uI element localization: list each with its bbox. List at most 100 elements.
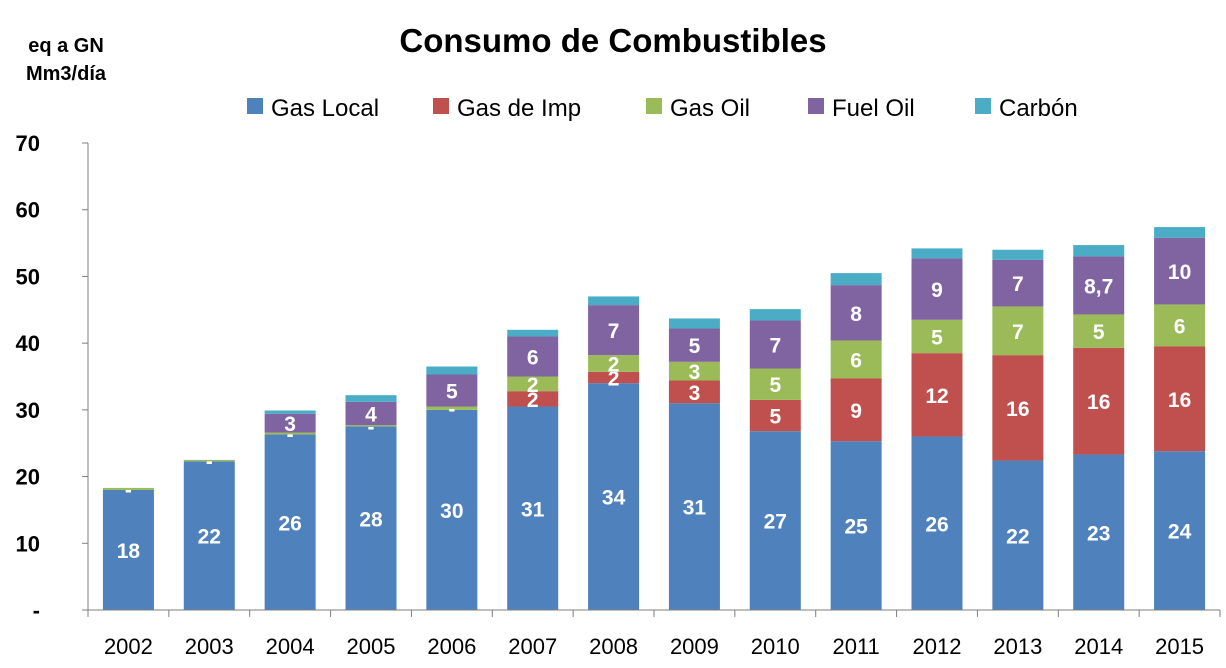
bar-segment xyxy=(426,366,478,375)
bar-segment xyxy=(911,319,963,354)
bar-segment xyxy=(1073,347,1125,455)
data-label: 3 xyxy=(284,413,296,436)
data-label: 31 xyxy=(521,498,545,521)
bar-segment xyxy=(1154,451,1206,610)
bar-segment xyxy=(588,371,640,384)
y-axis-unit-line-1: eq a GN xyxy=(28,35,104,57)
data-label: - xyxy=(448,398,455,421)
bar-segment xyxy=(507,376,559,392)
data-label: 10 xyxy=(1168,261,1191,284)
x-tick-label: 2009 xyxy=(670,634,719,659)
bar-segment xyxy=(183,461,235,610)
data-label: 7 xyxy=(1012,273,1024,296)
data-label: 5 xyxy=(446,381,458,404)
x-tick-label: 2005 xyxy=(347,634,396,659)
data-label: 34 xyxy=(602,487,626,510)
x-tick-label: 2010 xyxy=(751,634,800,659)
legend-label: Gas de Imp xyxy=(457,95,581,122)
y-tick-label: 10 xyxy=(16,531,40,556)
data-label: 8 xyxy=(850,303,862,326)
bar-segment xyxy=(911,436,963,610)
bar-segment xyxy=(749,431,801,610)
data-label: 22 xyxy=(1006,525,1029,548)
data-label: - xyxy=(206,451,213,474)
data-label: 7 xyxy=(769,334,781,357)
data-label: 5 xyxy=(769,406,781,429)
legend-label: Carbón xyxy=(999,95,1078,122)
data-label: 6 xyxy=(527,346,539,369)
bar-segment xyxy=(992,460,1044,610)
bar-segment xyxy=(426,409,478,610)
y-tick-label: 30 xyxy=(16,398,40,423)
bar-segment xyxy=(911,248,963,259)
bar-segment xyxy=(749,368,801,400)
y-tick-label: 20 xyxy=(16,465,40,490)
data-label: 5 xyxy=(1093,321,1105,344)
bar-segment xyxy=(1073,454,1125,610)
data-label: 18 xyxy=(117,540,141,563)
data-label: 7 xyxy=(608,320,620,343)
bar-segment xyxy=(1073,314,1125,348)
legend-swatch xyxy=(646,98,662,114)
bar-segment xyxy=(1154,346,1206,452)
y-tick-label: 60 xyxy=(16,198,40,223)
data-label: - xyxy=(125,479,132,502)
legend-swatch xyxy=(975,98,991,114)
y-axis-unit-line-2: Mm3/día xyxy=(26,63,107,85)
y-tick-label: 70 xyxy=(16,131,40,156)
bar-segment xyxy=(426,406,478,410)
x-tick-label: 2013 xyxy=(993,634,1042,659)
x-tick-label: 2014 xyxy=(1074,634,1123,659)
bar-segment xyxy=(507,406,559,610)
data-label: 26 xyxy=(278,512,301,535)
bar-segment xyxy=(588,355,640,372)
data-label: - xyxy=(287,424,294,447)
bar-segment xyxy=(588,296,640,306)
bar-segment xyxy=(507,391,559,407)
data-label: 5 xyxy=(769,374,781,397)
data-label: 2 xyxy=(527,389,539,412)
legend: Gas Local Gas de Imp Gas Oil Fuel Oil Carbón xyxy=(247,95,1078,122)
x-tick-label: 2003 xyxy=(185,634,234,659)
bar-segment xyxy=(507,336,559,377)
data-label: 16 xyxy=(1168,389,1191,412)
x-tick-label: 2004 xyxy=(266,634,315,659)
x-tick-label: 2008 xyxy=(589,634,638,659)
data-label: 4 xyxy=(365,404,377,427)
bar-segment xyxy=(264,434,316,610)
bar-segment xyxy=(345,426,397,610)
y-tick-label: 40 xyxy=(16,331,40,356)
bar-segment xyxy=(102,487,154,490)
legend-label: Gas Oil xyxy=(670,95,750,122)
bar-segment xyxy=(830,285,882,341)
x-axis: 2002 2003 2004 2005 2006 2007 2008 2009 2010 2011… xyxy=(87,609,1221,659)
bar-segment xyxy=(1154,227,1206,238)
bar-segment xyxy=(264,413,316,433)
bar-segment xyxy=(345,425,397,427)
bar-segment xyxy=(345,401,397,426)
legend-label: Gas Local xyxy=(271,95,379,122)
bar-segment xyxy=(668,380,720,404)
data-label: 28 xyxy=(359,508,383,531)
data-label: 3 xyxy=(689,382,701,405)
x-tick-label: 2002 xyxy=(104,634,153,659)
bar-segment xyxy=(264,432,316,435)
data-label: 16 xyxy=(1006,398,1029,421)
data-label: - xyxy=(368,416,375,439)
legend-swatch xyxy=(247,98,263,114)
bar-segment xyxy=(749,399,801,432)
data-label: 2 xyxy=(608,353,620,376)
bar-segment xyxy=(668,361,720,381)
bar-segment xyxy=(992,355,1044,461)
data-label: 30 xyxy=(440,500,463,523)
bar-segment xyxy=(264,410,316,414)
bar-segment xyxy=(1154,304,1206,347)
bar-segment xyxy=(992,259,1044,307)
data-label: 6 xyxy=(850,349,862,372)
bar-segment xyxy=(588,305,640,356)
x-tick-label: 2007 xyxy=(508,634,557,659)
bar-segment xyxy=(830,441,882,610)
data-label: 2 xyxy=(527,374,539,397)
x-tick-label: 2015 xyxy=(1155,634,1204,659)
